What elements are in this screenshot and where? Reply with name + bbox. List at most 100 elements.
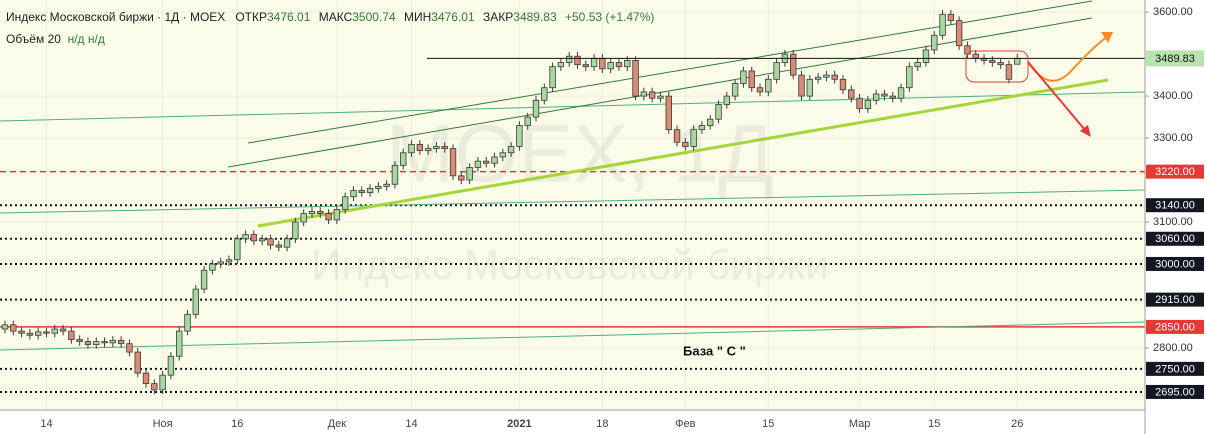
candle-body	[217, 261, 224, 265]
candle-body	[209, 263, 216, 271]
candle-body	[798, 74, 805, 97]
axes: 3600.00 3400.00 3300.00 3100.00 2800.00 14 Ноя…	[40, 6, 1204, 430]
candle-body	[848, 89, 855, 99]
highlight-box	[965, 50, 1029, 83]
candle-body	[997, 62, 1004, 66]
candle-body	[1014, 58, 1021, 65]
x-tick-label: 15	[762, 418, 774, 430]
candle-body	[856, 97, 863, 110]
candle-body	[707, 118, 714, 126]
volume-values: н/д н/д	[67, 32, 105, 46]
candle-body	[831, 74, 838, 80]
candle-body	[10, 324, 17, 332]
level-label: 2695.00	[1155, 386, 1195, 398]
candle-body	[159, 374, 166, 391]
candle-body	[225, 259, 233, 263]
candle-body	[864, 99, 872, 110]
open-label: ОТКР	[235, 10, 267, 24]
candle-body	[491, 156, 498, 164]
candle-body	[955, 20, 963, 47]
close-label: ЗАКР	[483, 10, 514, 24]
candle-body	[657, 95, 664, 99]
candle-body	[516, 125, 523, 147]
level-label-bg	[1146, 256, 1204, 271]
arrow-head	[1080, 125, 1091, 137]
candle-body	[167, 355, 175, 376]
candle-body	[317, 211, 324, 215]
x-tick-label: 18	[596, 418, 608, 430]
candle-body	[698, 125, 706, 131]
candle-body	[51, 328, 58, 334]
ohlc-row: Индекс Московской биржи · 1Д · MOEX ОТКР…	[6, 10, 659, 24]
candle-body	[599, 57, 606, 70]
level-label-bg	[1146, 361, 1204, 376]
candle-body	[308, 211, 316, 215]
candle-body	[790, 53, 797, 76]
candle-body	[242, 234, 249, 240]
candle-body	[101, 341, 108, 344]
y-tick-label: 3100.00	[1153, 216, 1193, 228]
candle-body	[690, 129, 697, 147]
candle-body	[366, 188, 374, 194]
last-price-label: 3489.83	[1155, 53, 1195, 65]
candle-body	[43, 331, 50, 334]
x-tick-label: 14	[405, 418, 417, 430]
trend-line	[0, 189, 1146, 214]
watermark-ticker: MOEX, 1Д	[386, 109, 774, 200]
candle-body	[632, 60, 639, 97]
candle-body	[682, 141, 689, 147]
candle-body	[449, 148, 457, 177]
level-label: 3220.00	[1155, 166, 1195, 178]
y-tick-label: 3600.00	[1153, 6, 1193, 18]
candle-body	[192, 288, 200, 315]
support-line	[257, 78, 1109, 228]
level-label: 2750.00	[1155, 363, 1195, 375]
candle-body	[391, 164, 399, 185]
candle-body	[574, 55, 581, 66]
candle-body	[300, 213, 307, 223]
candle-body	[806, 78, 813, 97]
candle-body	[184, 313, 191, 332]
candle-body	[358, 190, 365, 194]
candle-body	[615, 62, 623, 68]
trend-line	[0, 91, 1146, 122]
candle-body	[624, 60, 631, 68]
candle-body	[557, 62, 565, 68]
candle-body	[483, 160, 490, 164]
x-tick-label: 16	[231, 418, 243, 430]
candle-body	[889, 95, 896, 99]
candle-body	[200, 269, 208, 290]
candle-body	[134, 351, 141, 374]
x-tick-label: Ноя	[153, 418, 173, 430]
candle-body	[258, 238, 266, 242]
drawings: База " С "	[683, 32, 1113, 358]
candle-body	[989, 60, 996, 63]
level-label: 3060.00	[1155, 233, 1195, 245]
candle-body	[283, 238, 291, 248]
candle-body	[507, 146, 515, 154]
candle-body	[582, 64, 589, 68]
x-tick-label: 15	[928, 418, 940, 430]
candle-body	[939, 13, 946, 36]
open-value: 3476.01	[266, 10, 311, 24]
x-tick-label: Дек	[328, 418, 347, 430]
candle-body	[897, 87, 905, 99]
candle-body	[972, 53, 979, 59]
y-tick-label: 2800.00	[1153, 342, 1193, 354]
candle-body	[814, 76, 822, 80]
candle-body	[275, 244, 282, 248]
candle-body	[765, 78, 772, 93]
candle-body	[383, 183, 390, 187]
level-label: 2915.00	[1155, 294, 1195, 306]
candle-body	[773, 62, 780, 80]
candle-body	[117, 339, 125, 345]
candle-body	[549, 66, 556, 89]
candle-body	[59, 328, 67, 332]
level-label: 2850.00	[1155, 321, 1195, 333]
high-label: МАКС	[318, 10, 353, 24]
candle-body	[333, 209, 341, 221]
candle-body	[458, 175, 465, 181]
level-label-bg	[1146, 319, 1204, 334]
candle-body	[590, 57, 598, 68]
